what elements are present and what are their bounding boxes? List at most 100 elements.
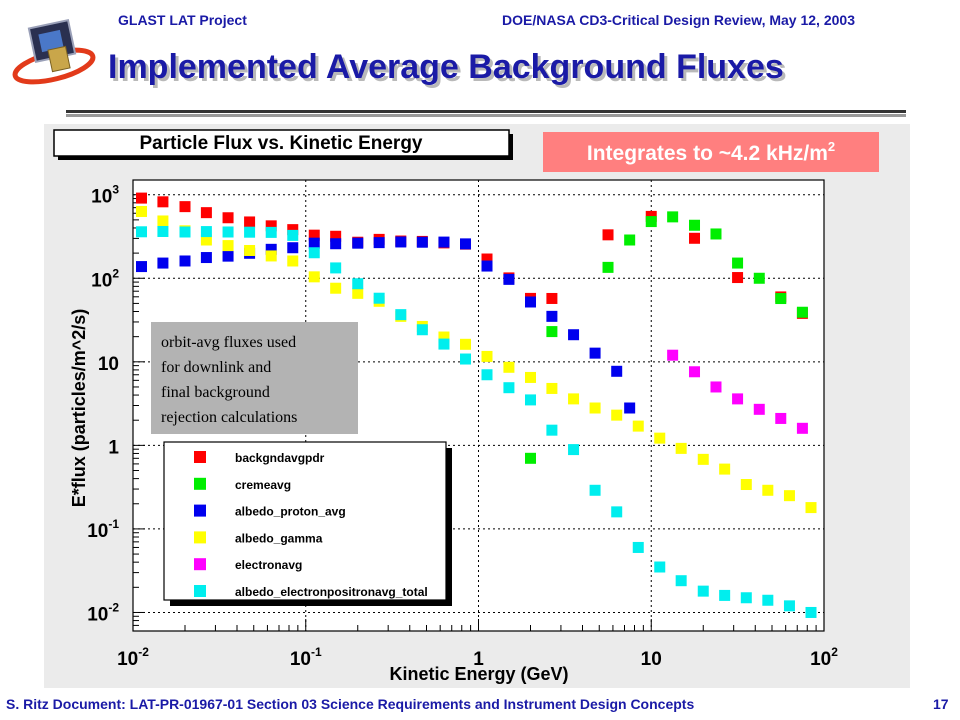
data-point-albedo_electronpositronavg_total [179,226,191,238]
title-box [53,129,510,157]
data-point-albedo_electronpositronavg_total [697,585,709,597]
data-point-albedo_electronpositronavg_total [589,484,601,496]
data-point-albedo_gamma [244,244,256,256]
data-point-cremeavg [645,216,657,228]
data-point-albedo_gamma [611,409,623,421]
x-tick-label: 102 [810,645,838,670]
data-point-albedo_gamma [783,490,795,502]
data-point-cremeavg [689,219,701,231]
data-point-electronavg [753,403,765,415]
data-point-albedo_gamma [525,371,537,383]
data-point-albedo_electronpositronavg_total [265,226,277,238]
data-point-cremeavg [546,326,558,338]
legend-marker [194,451,206,463]
data-point-backgndavgpdr [689,232,701,244]
legend-label: electronavg [235,558,302,572]
data-point-backgndavgpdr [136,192,148,204]
data-point-albedo_electronpositronavg_total [740,592,752,604]
data-point-electronavg [775,412,787,424]
data-point-albedo_proton_avg [352,237,364,249]
data-point-albedo_electronpositronavg_total [200,226,212,238]
data-point-backgndavgpdr [287,224,299,236]
chart-title: Particle Flux vs. Kinetic Energy [140,133,423,154]
data-point-albedo_electronpositronavg_total [438,338,450,350]
title-divider [66,110,906,113]
data-point-cremeavg [624,234,636,246]
data-point-backgndavgpdr [546,292,558,304]
data-point-albedo_electronpositronavg_total [546,424,558,436]
data-point-albedo_gamma [762,484,774,496]
data-point-albedo_gamma [222,240,234,252]
data-point-albedo_proton_avg [481,260,493,272]
data-point-albedo_gamma [546,382,558,394]
data-point-albedo_electronpositronavg_total [330,262,342,274]
data-point-albedo_electronpositronavg_total [632,541,644,553]
data-point-electronavg [732,393,744,405]
data-point-cremeavg [602,261,614,273]
data-point-albedo_electronpositronavg_total [783,600,795,612]
data-point-cremeavg [667,211,679,223]
data-point-albedo_electronpositronavg_total [611,506,623,518]
data-point-electronavg [667,349,679,361]
y-tick-label: 102 [91,266,119,291]
data-point-albedo_proton_avg [503,273,515,285]
data-point-albedo_proton_avg [200,252,212,264]
header-project: GLAST LAT Project [118,12,247,28]
data-point-albedo_proton_avg [222,250,234,262]
data-point-albedo_electronpositronavg_total [675,575,687,587]
x-tick-label: 10 [641,649,662,670]
orbit-note-line: orbit-avg fluxes used [161,334,296,351]
x-tick-label: 10-1 [290,645,322,670]
data-point-backgndavgpdr [200,207,212,219]
integration-callout [543,132,879,172]
y-tick-label: 1 [108,437,119,458]
data-point-cremeavg [525,452,537,464]
data-point-albedo_gamma [589,402,601,414]
data-point-cremeavg [753,272,765,284]
data-point-albedo_proton_avg [330,238,342,250]
orbit-note-box [151,322,358,434]
data-point-electronavg [689,366,701,378]
data-point-backgndavgpdr [481,253,493,265]
data-point-albedo_electronpositronavg_total [308,247,320,259]
y-tick-label: 10-2 [87,600,119,625]
x-tick-label: 10-2 [117,645,149,670]
data-point-albedo_gamma [697,453,709,465]
data-point-albedo_gamma [568,393,580,405]
y-tick-label: 103 [91,183,119,208]
data-point-albedo_electronpositronavg_total [762,594,774,606]
legend-label: albedo_electronpositronavg_total [235,585,428,599]
data-point-albedo_electronpositronavg_total [287,229,299,241]
data-point-albedo_gamma [157,215,169,227]
data-point-albedo_gamma [805,502,817,514]
data-point-albedo_electronpositronavg_total [805,606,817,618]
orbit-note-line: final background [161,384,270,401]
y-tick-label: 10 [98,354,119,375]
data-point-albedo_proton_avg [589,347,601,359]
data-point-albedo_gamma [287,255,299,267]
data-point-albedo_electronpositronavg_total [352,278,364,290]
legend-marker [194,531,206,544]
data-point-albedo_proton_avg [438,236,450,248]
data-point-albedo_gamma [200,234,212,246]
legend-marker [194,504,206,517]
data-point-albedo_electronpositronavg_total [481,369,493,381]
page-number: 17 [933,696,949,712]
data-point-albedo_gamma [675,442,687,454]
data-point-albedo_electronpositronavg_total [654,561,666,573]
legend-label: cremeavg [235,478,291,492]
data-point-backgndavgpdr [179,201,191,213]
data-point-backgndavgpdr [265,220,277,232]
data-point-cremeavg [775,293,787,305]
header-review: DOE/NASA CD3-Critical Design Review, May… [502,12,855,28]
data-point-albedo_electronpositronavg_total [460,353,472,365]
glast-satellite-logo [12,19,96,85]
data-point-albedo_proton_avg [395,236,407,248]
data-point-backgndavgpdr [222,212,234,224]
legend-marker [194,558,206,571]
data-point-albedo_gamma [503,361,515,373]
data-point-albedo_gamma [719,463,731,475]
data-point-albedo_electronpositronavg_total [373,292,385,304]
legend-label: albedo_proton_avg [235,505,346,519]
data-point-albedo_gamma [740,479,752,491]
